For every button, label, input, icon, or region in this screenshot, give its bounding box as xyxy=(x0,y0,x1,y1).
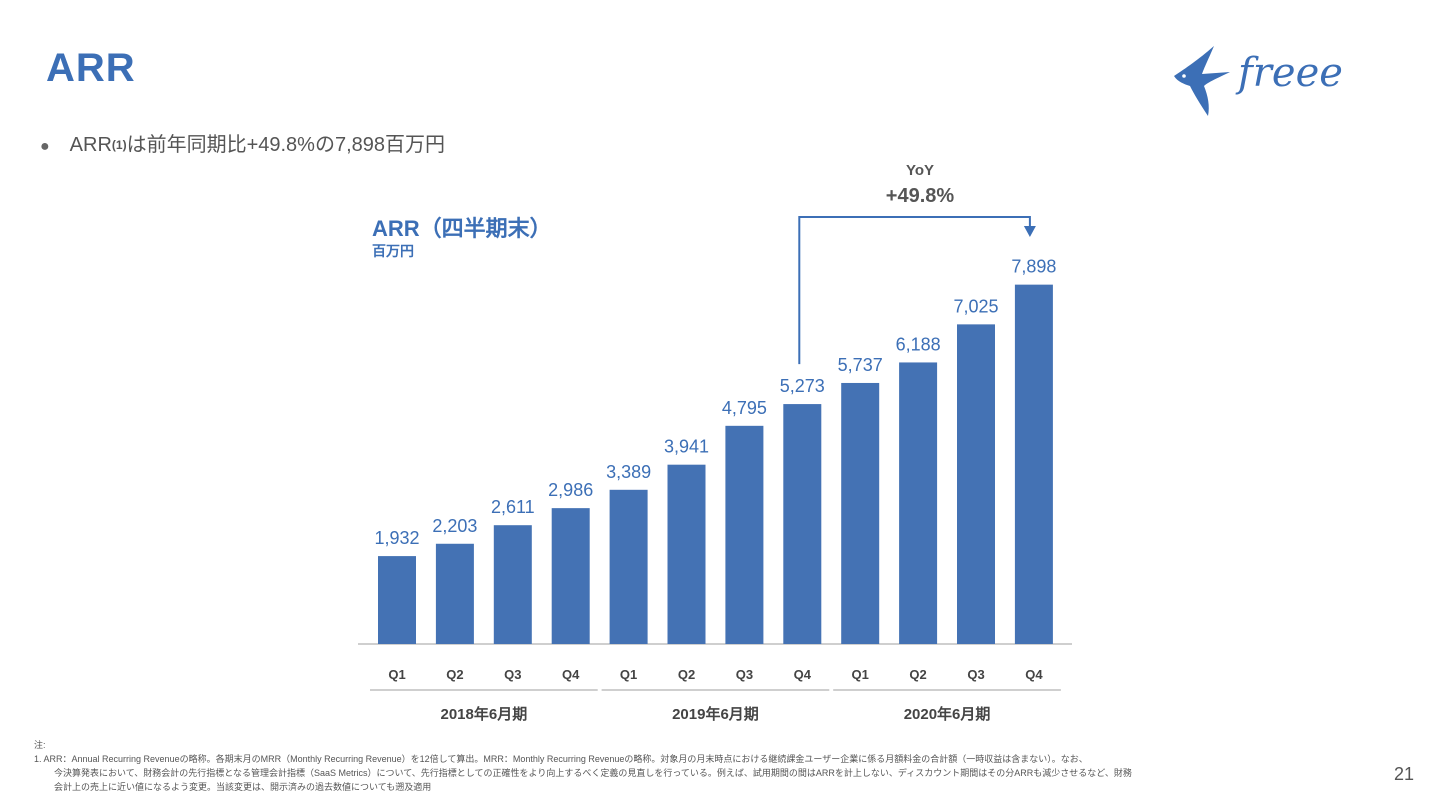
bar-value-label: 4,795 xyxy=(722,398,767,418)
page-number: 21 xyxy=(1394,764,1415,784)
bullet-prefix: ARR xyxy=(69,134,112,156)
bar xyxy=(435,543,474,644)
x-tick-label: Q1 xyxy=(388,667,405,682)
x-tick-label: Q2 xyxy=(909,667,926,682)
bar xyxy=(783,404,822,644)
bar-value-label: 3,941 xyxy=(664,437,709,457)
footnote-heading: 注: xyxy=(34,740,46,750)
bar-value-label: 5,273 xyxy=(780,376,825,396)
bar-value-label: 6,188 xyxy=(896,334,941,354)
bar xyxy=(667,464,706,644)
summary-bullet: ● ARR (1) は前年同期比+49.8%の7,898百万円 xyxy=(40,128,445,157)
bar xyxy=(725,425,764,644)
bar-value-label: 2,611 xyxy=(491,497,535,517)
group-label: 2020年6月期 xyxy=(904,705,991,723)
bar xyxy=(551,508,590,644)
bar-value-label: 2,203 xyxy=(432,516,477,536)
chart-title: ARR（四半期末） xyxy=(372,216,552,241)
footnotes: 注: 1. ARR：Annual Recurring Revenueの略称。各期… xyxy=(34,738,1394,794)
x-tick-label: Q3 xyxy=(504,667,521,682)
swallow-bird-icon xyxy=(1174,46,1230,116)
chart-unit: 百万円 xyxy=(372,243,414,259)
bar-value-label: 5,737 xyxy=(838,355,883,375)
x-tick-label: Q3 xyxy=(736,667,753,682)
x-tick-label: Q4 xyxy=(1025,667,1043,682)
freee-logo: freee xyxy=(1174,46,1343,116)
footnote-line-3: 会計上の売上に近い値になるよう変更。当該変更は、開示済みの過去数値についても遡及… xyxy=(54,782,432,792)
bar xyxy=(609,489,648,644)
bar-value-label: 7,898 xyxy=(1011,257,1056,277)
freee-wordmark: freee xyxy=(1235,50,1343,96)
x-tick-label: Q3 xyxy=(967,667,984,682)
bar-value-label: 3,389 xyxy=(606,462,651,482)
x-tick-label: Q1 xyxy=(620,667,637,682)
x-tick-label: Q4 xyxy=(562,667,580,682)
bar xyxy=(899,362,938,644)
bar xyxy=(957,324,995,644)
bar-value-label: 7,025 xyxy=(953,296,998,316)
yoy-value: +49.8% xyxy=(885,185,955,207)
yoy-arrow-line xyxy=(798,216,1031,365)
x-tick-label: Q4 xyxy=(794,667,812,682)
x-tick-label: Q2 xyxy=(446,667,463,682)
bar-value-label: 2,986 xyxy=(548,480,593,500)
bullet-dot-icon: ● xyxy=(40,138,50,155)
page-title: ARR xyxy=(46,46,136,90)
bullet-text: は前年同期比+49.8%の7,898百万円 xyxy=(126,134,446,156)
bar xyxy=(493,525,532,644)
yoy-arrowhead-icon xyxy=(1023,226,1036,237)
yoy-label: YoY xyxy=(905,162,935,179)
footnote-line-1: 1. ARR：Annual Recurring Revenueの略称。各期末月の… xyxy=(34,754,1088,764)
bar xyxy=(841,382,880,644)
bullet-footnote-ref: (1) xyxy=(111,138,127,152)
footnote-line-2: 今決算発表において、財務会計の先行指標となる管理会計指標（SaaS Metric… xyxy=(54,768,1132,778)
bar-value-label: 1,932 xyxy=(374,528,419,548)
group-label: 2018年6月期 xyxy=(440,705,527,723)
bar xyxy=(1014,284,1053,644)
group-label: 2019年6月期 xyxy=(672,705,759,723)
x-tick-label: Q1 xyxy=(852,667,869,682)
x-tick-label: Q2 xyxy=(678,667,695,682)
bar xyxy=(378,556,416,644)
